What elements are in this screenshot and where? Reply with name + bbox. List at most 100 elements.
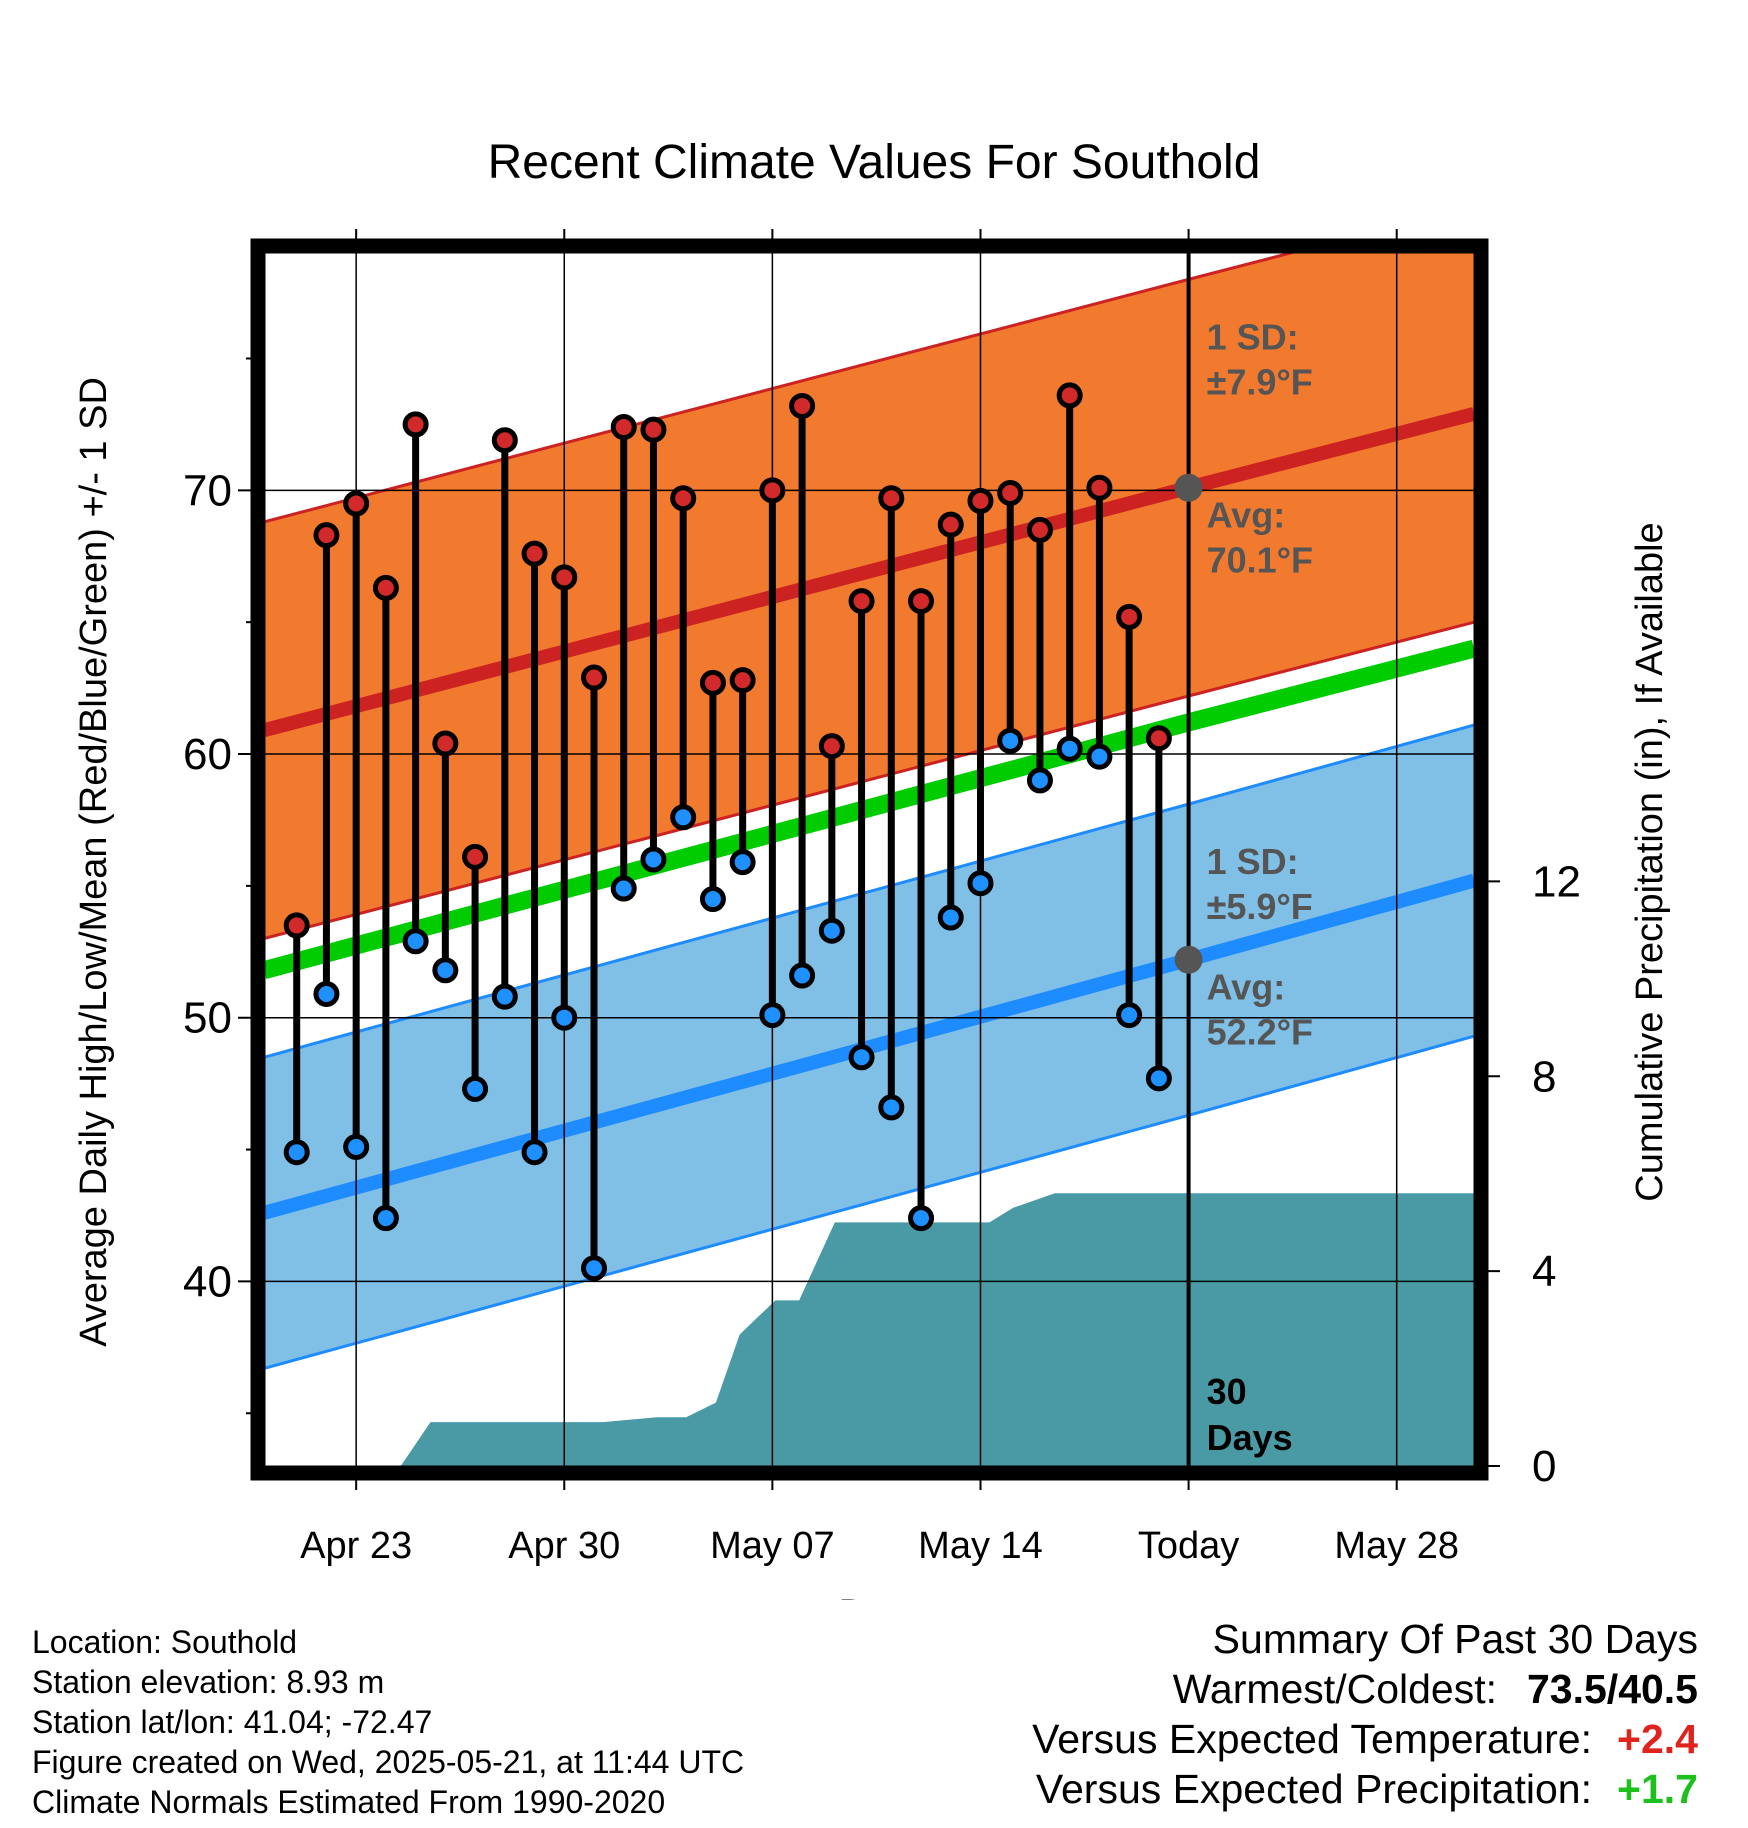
low-sd-label: 1 SD: — [1207, 841, 1299, 882]
daily-low-point — [1145, 1065, 1172, 1092]
daily-high-point — [789, 392, 816, 419]
high-sd-label: 1 SD: — [1207, 316, 1299, 357]
daily-high-point — [818, 733, 845, 760]
daily-low-point — [313, 980, 340, 1007]
precip-area — [400, 1193, 1474, 1466]
daily-low-point — [551, 1004, 578, 1031]
daily-high-point — [283, 912, 310, 939]
today-normal-high-marker — [1174, 473, 1203, 502]
daily-low-point — [818, 917, 845, 944]
summary-heading: Summary Of Past 30 Days — [1212, 1616, 1698, 1662]
high-avg-label: Avg: — [1207, 495, 1286, 536]
y2-tick-label: 4 — [1532, 1247, 1556, 1296]
today-normal-low-marker — [1174, 945, 1203, 974]
x-tick-label: Today — [1138, 1525, 1239, 1567]
y2-axis-label: Cumulative Precipitation (in), If Availa… — [1629, 522, 1671, 1201]
daily-high-point — [1116, 603, 1143, 630]
summary-panel: Summary Of Past 30 Days Warmest/Coldest:… — [1032, 1614, 1698, 1814]
y-tick-label: 40 — [183, 1257, 232, 1306]
warm-cold-value: 73.5/40.5 — [1527, 1666, 1698, 1712]
daily-low-point — [699, 886, 726, 913]
daily-high-point — [670, 485, 697, 512]
daily-low-point — [640, 846, 667, 873]
daily-high-point — [343, 490, 370, 517]
daily-high-point — [372, 574, 399, 601]
daily-low-point — [967, 870, 994, 897]
x-axis-label: Day — [838, 1592, 909, 1600]
y-tick-label: 50 — [183, 994, 232, 1043]
temp-row: Versus Expected Temperature: +2.4 — [1032, 1714, 1698, 1764]
location-text: Location: Southold — [32, 1624, 298, 1660]
high-sd-value: ±7.9°F — [1207, 361, 1313, 402]
plot-content — [264, 253, 1474, 1466]
daily-high-point — [1026, 516, 1053, 543]
warm-cold-row: Warmest/Coldest: 73.5/40.5 — [1032, 1664, 1698, 1714]
chart-title: Recent Climate Values For Southold — [488, 136, 1261, 189]
axes: Apr 23 Apr 30 May 07 May 14 Today May 2840506… — [183, 229, 1581, 1567]
x-tick-label: Apr 30 — [508, 1525, 620, 1567]
daily-low-point — [432, 957, 459, 984]
plot-frame — [250, 238, 1489, 1481]
daily-high-point — [878, 485, 905, 512]
window-label-number: 30 — [1207, 1371, 1247, 1412]
daily-high-point — [491, 427, 518, 454]
daily-high-point — [1086, 474, 1113, 501]
x-tick-label: May 28 — [1334, 1525, 1459, 1567]
daily-low-point — [878, 1094, 905, 1121]
daily-high-point — [967, 487, 994, 514]
daily-high-point — [699, 669, 726, 696]
daily-high-point — [937, 511, 964, 538]
daily-low-point — [372, 1205, 399, 1232]
warm-cold-label: Warmest/Coldest: — [1172, 1666, 1497, 1712]
daily-high-point — [997, 479, 1024, 506]
daily-high-point — [908, 588, 935, 615]
daily-low-point — [610, 875, 637, 902]
daily-high-point — [1145, 725, 1172, 752]
low-avg-label: Avg: — [1207, 967, 1286, 1008]
daily-low-point — [462, 1075, 489, 1102]
temp-label: Versus Expected Temperature: — [1032, 1716, 1592, 1762]
daily-low-point — [908, 1205, 935, 1232]
precip-label: Versus Expected Precipitation: — [1035, 1766, 1592, 1812]
precip-value: +1.7 — [1617, 1766, 1698, 1812]
high-avg-value: 70.1°F — [1207, 540, 1313, 581]
daily-high-point — [432, 730, 459, 757]
daily-high-point — [1056, 382, 1083, 409]
daily-low-point — [759, 1002, 786, 1029]
latlon-text: Station lat/lon: 41.04; -72.47 — [32, 1704, 433, 1740]
x-tick-label: May 07 — [710, 1525, 835, 1567]
station-info: Location: Southold Station elevation: 8.… — [32, 1622, 744, 1822]
low-sd-value: ±5.9°F — [1207, 886, 1313, 927]
daily-low-point — [997, 727, 1024, 754]
daily-low-point — [343, 1133, 370, 1160]
daily-low-point — [1086, 743, 1113, 770]
y2-tick-label: 0 — [1532, 1442, 1556, 1491]
daily-high-point — [313, 522, 340, 549]
daily-high-point — [581, 664, 607, 691]
daily-low-point — [491, 983, 518, 1010]
daily-high-point — [848, 588, 875, 615]
daily-low-point — [1026, 767, 1053, 794]
y2-tick-label: 8 — [1532, 1052, 1556, 1101]
daily-low-point — [1056, 735, 1083, 762]
daily-high-point — [759, 477, 786, 504]
precip-row: Versus Expected Precipitation: +1.7 — [1032, 1764, 1698, 1814]
daily-low-point — [1116, 1002, 1143, 1029]
y-axis-label: Average Daily High/Low/Mean (Red/Blue/Gr… — [73, 377, 115, 1347]
daily-low-point — [729, 849, 756, 876]
y-tick-label: 70 — [183, 466, 232, 515]
daily-low-point — [937, 904, 964, 931]
daily-low-point — [848, 1044, 875, 1071]
y2-tick-label: 12 — [1532, 857, 1581, 906]
daily-low-point — [402, 928, 429, 955]
normals-text: Climate Normals Estimated From 1990-2020 — [32, 1784, 666, 1820]
daily-low-point — [283, 1139, 310, 1166]
daily-low-point — [521, 1139, 548, 1166]
elevation-text: Station elevation: 8.93 m — [32, 1664, 385, 1700]
daily-high-point — [640, 416, 667, 443]
daily-high-point — [462, 843, 489, 870]
daily-high-point — [402, 411, 429, 438]
y-tick-label: 60 — [183, 730, 232, 779]
created-text: Figure created on Wed, 2025-05-21, at 11… — [32, 1744, 745, 1780]
